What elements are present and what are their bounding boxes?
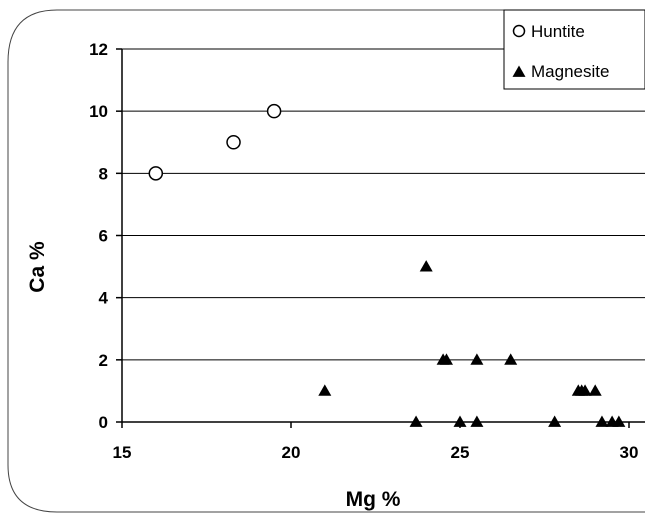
x-axis-title: Mg % <box>346 488 401 511</box>
magnesite-point <box>439 353 453 365</box>
magnesite-point <box>588 384 602 396</box>
y-tick-label: 6 <box>99 227 108 246</box>
magnesite-point <box>318 384 332 396</box>
huntite-point <box>148 166 164 181</box>
x-tick-labels: 15 20 25 30 <box>113 443 639 462</box>
gridlines <box>122 48 645 361</box>
y-tick-label: 0 <box>99 413 108 432</box>
magnesite-point <box>470 415 484 427</box>
legend-marker-magnesite <box>512 65 526 77</box>
magnesite-point <box>578 384 592 396</box>
x-tick-label: 20 <box>282 443 301 462</box>
axes <box>116 48 645 428</box>
magnesite-point <box>595 415 609 427</box>
x-tick-label: 15 <box>113 443 132 462</box>
legend-box <box>503 9 645 90</box>
y-tick-label: 2 <box>99 351 108 370</box>
y-axis-title: Ca % <box>26 241 49 293</box>
magnesite-point <box>419 260 433 272</box>
huntite-point <box>226 135 241 150</box>
data-points <box>148 103 626 427</box>
x-tick-label: 25 <box>451 443 470 462</box>
magnesite-point <box>548 415 562 427</box>
legend-label: Huntite <box>531 22 585 41</box>
magnesite-point <box>612 415 626 427</box>
magnesite-point <box>409 415 423 427</box>
y-tick-labels: 0 2 4 6 8 10 12 <box>89 40 108 432</box>
magnesite-point <box>504 353 518 365</box>
y-tick-label: 8 <box>99 164 108 183</box>
x-tick-label: 30 <box>620 443 639 462</box>
legend-marker-huntite <box>512 24 526 38</box>
y-tick-label: 4 <box>99 289 109 308</box>
magnesite-point <box>470 353 484 365</box>
legend-label: Magnesite <box>531 62 609 81</box>
magnesite-point <box>453 415 467 427</box>
legend: Huntite Magnesite <box>503 9 645 90</box>
y-tick-label: 12 <box>89 40 108 59</box>
huntite-point <box>266 103 282 119</box>
y-tick-label: 10 <box>89 102 108 121</box>
